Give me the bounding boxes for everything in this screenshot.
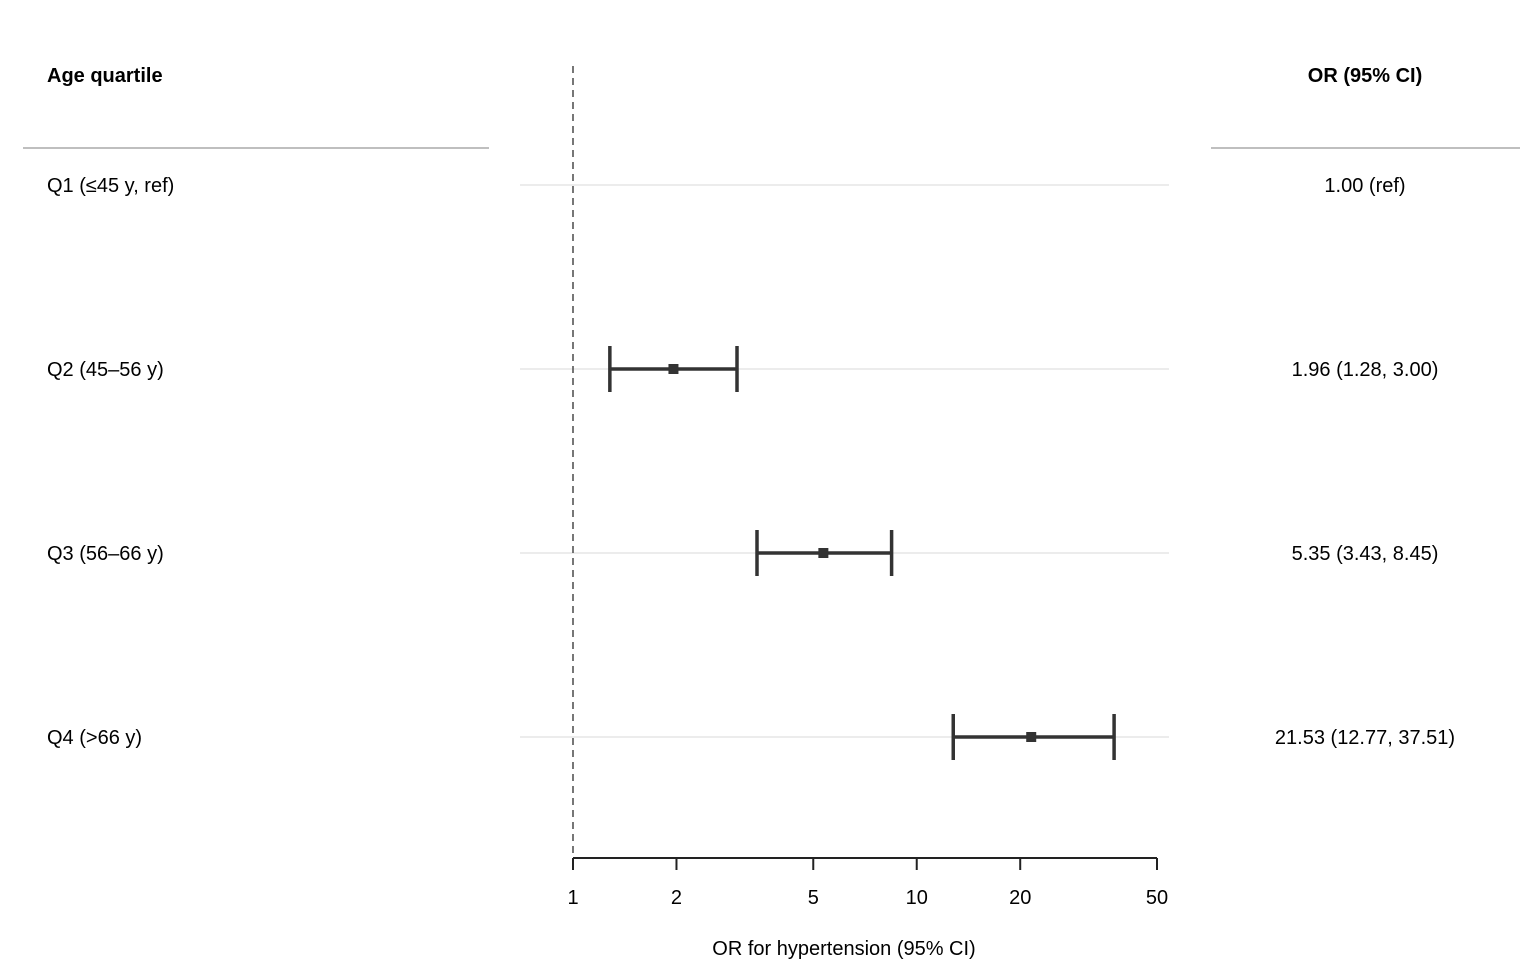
x-axis-label: OR for hypertension (95% CI) bbox=[712, 938, 975, 960]
row-guide-lines bbox=[520, 184, 1169, 738]
point-estimate-2 bbox=[668, 364, 679, 374]
row-labels: Q1 (≤45 y, ref) 1.00 (ref) Q2 (45–56 y) 1.9… bbox=[47, 175, 1455, 749]
x-tick-label-20: 20 bbox=[1009, 887, 1031, 909]
point-estimate-3 bbox=[818, 548, 829, 558]
row-label-2: Q2 (45–56 y) bbox=[47, 359, 164, 381]
point-estimate-4 bbox=[1026, 732, 1037, 742]
row-value-1: 1.00 (ref) bbox=[1324, 175, 1405, 197]
row-label-1: Q1 (≤45 y, ref) bbox=[47, 175, 174, 197]
x-tick-label-1: 1 bbox=[567, 887, 578, 909]
row-value-3: 5.35 (3.43, 8.45) bbox=[1292, 543, 1439, 565]
row-value-4: 21.53 (12.77, 37.51) bbox=[1275, 727, 1455, 749]
right-column-header: OR (95% CI) bbox=[1308, 65, 1422, 87]
x-tick-label-2: 2 bbox=[671, 887, 682, 909]
row-label-4: Q4 (>66 y) bbox=[47, 727, 142, 749]
left-column-header: Age quartile bbox=[47, 65, 163, 87]
row-label-3: Q3 (56–66 y) bbox=[47, 543, 164, 565]
x-tick-label-50: 50 bbox=[1146, 887, 1168, 909]
x-tick-label-10: 10 bbox=[906, 887, 928, 909]
x-tick-label-5: 5 bbox=[808, 887, 819, 909]
estimate-marks bbox=[608, 346, 1116, 760]
row-value-2: 1.96 (1.28, 3.00) bbox=[1292, 359, 1439, 381]
x-axis: 1 2 5 10 20 50 bbox=[567, 857, 1168, 909]
